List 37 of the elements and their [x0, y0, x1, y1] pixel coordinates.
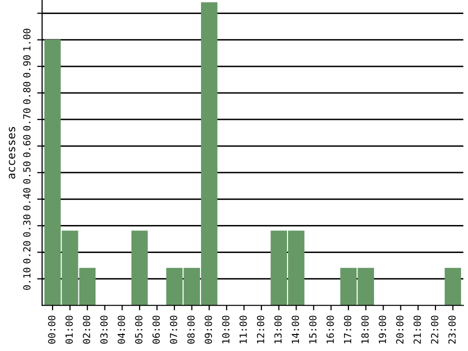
x-tick-label: 10:00 — [222, 316, 230, 344]
x-tick-label: 16:00 — [326, 316, 334, 344]
y-tick-label: 0.20 — [23, 241, 31, 264]
bar — [131, 230, 148, 306]
y-tick-label: 0.10 — [23, 268, 31, 290]
y-tick-label: 0.50 — [23, 162, 31, 184]
x-tick-label: 23:00 — [448, 316, 456, 344]
x-tick-label: 04:00 — [118, 316, 126, 344]
x-tick-label: 01:00 — [65, 316, 73, 344]
y-tick-label: 1.00 — [23, 28, 31, 50]
x-tick-label: 17:00 — [344, 316, 352, 344]
x-tick-label: 11:00 — [240, 316, 247, 344]
x-tick-label: 18:00 — [361, 316, 369, 344]
bar — [444, 268, 462, 306]
y-tick-label: 0.30 — [23, 214, 31, 237]
x-tick-label: 21:00 — [414, 316, 421, 344]
y-tick-label: 0.40 — [23, 188, 31, 210]
x-tick-label: 02:00 — [82, 316, 90, 344]
y-tick-label: 0.70 — [23, 108, 31, 131]
x-tick-label: 03:00 — [100, 316, 108, 344]
x-tick-label: 09:00 — [204, 316, 212, 344]
x-tick-label: 15:00 — [309, 316, 316, 344]
x-tick-label: 05:00 — [135, 316, 142, 344]
y-tick-label: 0.90 — [23, 55, 31, 78]
x-tick-label: 00:00 — [48, 316, 56, 344]
x-tick-label: 20:00 — [396, 316, 404, 344]
x-tick-label: 14:00 — [292, 316, 300, 344]
y-axis-title: accesses — [8, 127, 16, 179]
x-tick-label: 22:00 — [430, 316, 438, 344]
x-tick-label: 13:00 — [274, 316, 282, 344]
y-tick-label: 0.60 — [23, 134, 31, 158]
x-tick-label: 12:00 — [256, 316, 264, 344]
x-tick-label: 19:00 — [378, 316, 386, 344]
x-tick-label: 06:00 — [152, 316, 160, 344]
y-tick-label: 0.80 — [23, 82, 31, 104]
x-tick-label: 08:00 — [187, 316, 195, 344]
x-tick-label: 07:00 — [170, 316, 178, 344]
